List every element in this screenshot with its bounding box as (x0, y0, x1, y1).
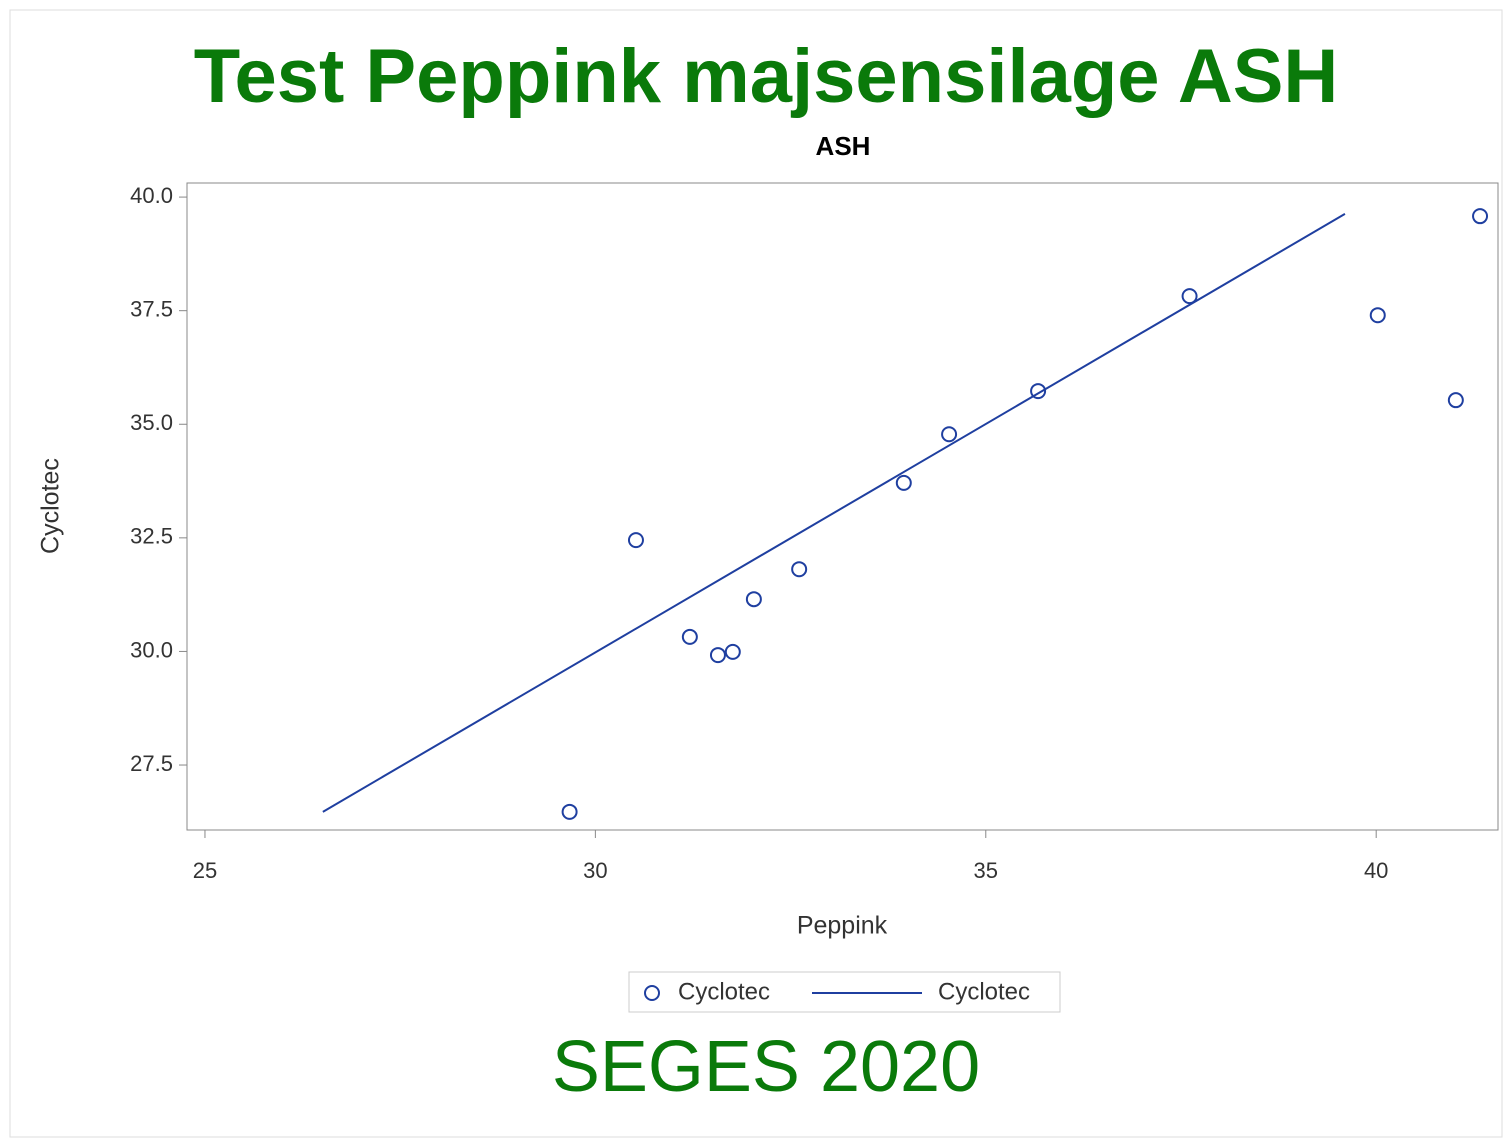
point (941, 426, 958, 443)
point (724, 643, 741, 660)
legend-label: Cyclotec (678, 978, 770, 1005)
point (681, 628, 698, 645)
y-tick-label: 32.5 (130, 524, 173, 549)
y-tick-label: 37.5 (130, 296, 173, 321)
point (627, 532, 644, 549)
plot-area (186, 182, 1499, 831)
y-tick-label: 27.5 (130, 751, 173, 776)
x-tick-label: 35 (974, 858, 998, 883)
point (895, 474, 912, 491)
x-tick-label: 30 (583, 858, 607, 883)
chart-title: Test Peppink majsensilage ASH (194, 34, 1339, 119)
x-tick-label: 25 (193, 858, 217, 883)
y-tick-label: 30.0 (130, 637, 173, 662)
chart-subtitle: ASH (816, 131, 871, 161)
point (791, 561, 808, 578)
footnote: SEGES 2020 (552, 1027, 980, 1107)
point (745, 591, 762, 608)
frame (9, 9, 1503, 1138)
y-axis-label: Cyclotec (37, 458, 65, 554)
point (1181, 288, 1198, 305)
y-tick-label: 35.0 (130, 410, 173, 435)
point (709, 647, 726, 664)
point (1447, 392, 1464, 409)
y-tick-label: 40.0 (130, 183, 173, 208)
x-tick-label: 40 (1364, 858, 1388, 883)
point (1472, 208, 1489, 225)
legend-label: Cyclotec (938, 978, 1030, 1005)
fit-line (322, 213, 1346, 813)
legend-marker (644, 985, 660, 1001)
x-axis-label: Peppink (797, 912, 888, 940)
point (561, 803, 578, 820)
point (1369, 307, 1386, 324)
point (1030, 383, 1047, 400)
